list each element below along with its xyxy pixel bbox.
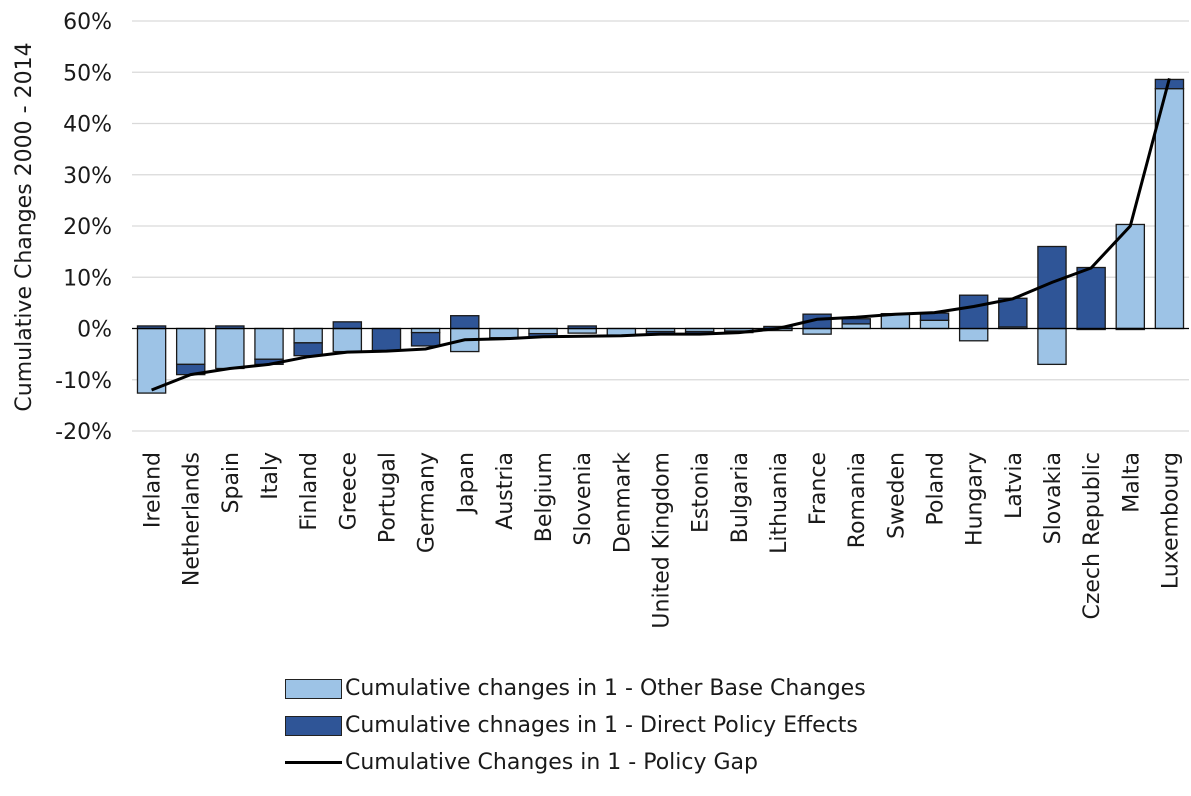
x-category-label: Ireland xyxy=(141,452,166,528)
bar-other-base xyxy=(958,327,989,342)
x-category-label: Lithuania xyxy=(767,452,792,554)
legend-swatch-policy-gap xyxy=(285,761,342,764)
y-tick-label: 30% xyxy=(63,164,112,189)
x-category-label: Hungary xyxy=(963,452,988,546)
legend-label-direct-policy: Cumulative chnages in 1 - Direct Policy … xyxy=(345,713,858,738)
legend-item-other-base: Cumulative changes in 1 - Other Base Cha… xyxy=(285,670,866,707)
x-category-label: Poland xyxy=(924,452,949,525)
x-category-label: Estonia xyxy=(689,452,714,533)
legend-item-direct-policy: Cumulative chnages in 1 - Direct Policy … xyxy=(285,707,866,744)
bar-direct-policy xyxy=(371,327,402,352)
x-category-label: Czech Republic xyxy=(1080,452,1105,620)
x-category-label: Romania xyxy=(845,452,870,548)
x-category-label: Luxembourg xyxy=(1158,452,1183,589)
bar-other-base xyxy=(254,327,284,360)
bar-direct-policy xyxy=(410,331,441,347)
bar-other-base xyxy=(293,327,323,344)
bar-direct-policy xyxy=(1076,266,1106,330)
bar-other-base xyxy=(489,327,519,339)
y-tick-label: 10% xyxy=(63,266,112,291)
policy-gap-line xyxy=(151,78,1171,392)
y-axis-label: Cumulative Changes 2000 - 2014 xyxy=(12,42,37,411)
bars xyxy=(136,78,1185,394)
x-category-label: United Kingdom xyxy=(650,452,675,629)
x-category-label: Italy xyxy=(258,452,283,500)
bar-direct-policy xyxy=(293,342,323,357)
x-category-label: Slovenia xyxy=(571,452,596,546)
x-category-label: Austria xyxy=(493,452,518,530)
y-tick-label: 60% xyxy=(63,10,112,35)
x-category-label: Greece xyxy=(336,452,361,530)
legend-swatch-direct-policy xyxy=(285,715,342,736)
bar-direct-policy xyxy=(958,294,989,330)
bar-other-base xyxy=(528,327,558,335)
bar-other-base xyxy=(802,327,832,335)
x-category-label: Germany xyxy=(415,452,440,553)
y-tick-label: 40% xyxy=(63,113,112,138)
bar-other-base xyxy=(841,323,871,330)
x-category-label: Latvia xyxy=(1002,452,1027,519)
legend: Cumulative changes in 1 - Other Base Cha… xyxy=(285,670,866,781)
x-category-label: Bulgaria xyxy=(728,452,753,543)
legend-swatch-other-base xyxy=(285,678,342,699)
bar-direct-policy xyxy=(998,297,1028,328)
y-tick-label: 20% xyxy=(63,215,112,240)
y-tick-label: 0% xyxy=(77,318,112,343)
bar-direct-policy xyxy=(450,315,480,330)
legend-label-other-base: Cumulative changes in 1 - Other Base Cha… xyxy=(345,676,866,701)
x-category-label: France xyxy=(806,452,831,525)
bar-other-base xyxy=(332,327,363,353)
bar-other-base xyxy=(567,327,597,334)
x-category-label: Spain xyxy=(219,452,244,513)
y-tick-label: 50% xyxy=(63,61,112,86)
y-tick-label: -20% xyxy=(55,420,112,445)
bar-other-base xyxy=(1154,88,1185,330)
bar-direct-policy xyxy=(841,318,871,325)
y-axis-ticks: -20% -10% 0% 10% 20% 30% 40% 50% 60% xyxy=(55,10,112,445)
bar-other-base xyxy=(1037,327,1067,366)
bar-other-base xyxy=(136,327,167,394)
legend-label-policy-gap: Cumulative Changes in 1 - Policy Gap xyxy=(345,750,758,775)
bar-other-base xyxy=(175,327,206,366)
x-category-label: Portugal xyxy=(375,452,400,543)
x-category-label: Denmark xyxy=(610,452,635,553)
x-category-label: Japan xyxy=(454,452,479,515)
y-tick-label: -10% xyxy=(55,369,112,394)
bar-direct-policy xyxy=(332,321,363,330)
x-category-label: Finland xyxy=(297,452,322,531)
x-category-label: Slovakia xyxy=(1041,452,1066,544)
bar-other-base xyxy=(215,327,245,370)
x-category-label: Belgium xyxy=(532,452,557,542)
bar-other-base xyxy=(1115,223,1146,330)
gridlines xyxy=(132,20,1189,432)
legend-item-policy-gap: Cumulative Changes in 1 - Policy Gap xyxy=(285,744,866,781)
bar-other-base xyxy=(919,319,950,330)
x-axis-categories: Ireland Netherlands Spain Italy Finland Greec… xyxy=(141,452,1184,629)
x-category-label: Sweden xyxy=(884,452,909,539)
x-category-label: Malta xyxy=(1119,452,1144,513)
x-category-label: Netherlands xyxy=(180,452,205,586)
